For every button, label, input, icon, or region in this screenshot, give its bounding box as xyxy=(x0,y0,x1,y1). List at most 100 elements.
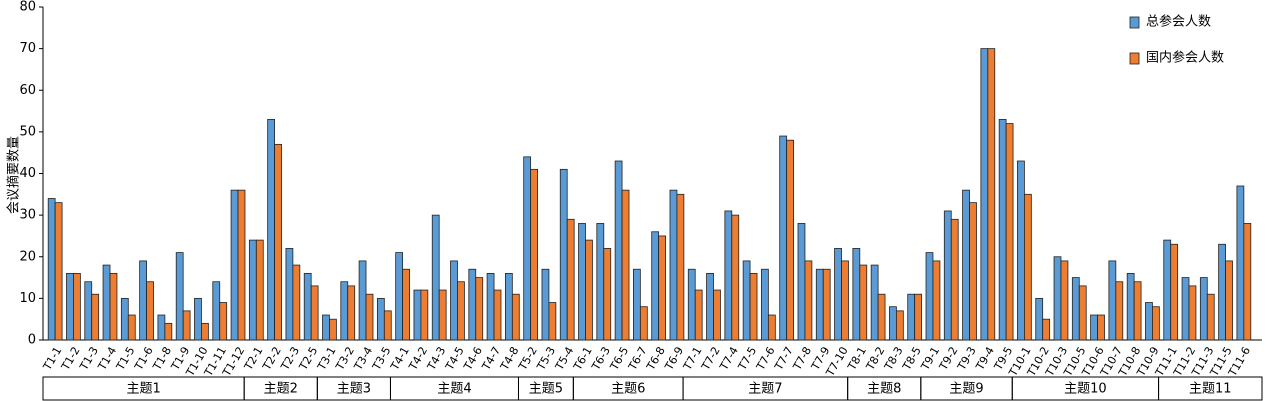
y-tick-label: 20 xyxy=(19,249,36,264)
x-tick-label: T3-1 xyxy=(315,345,339,374)
bar xyxy=(925,252,934,341)
bar xyxy=(486,272,495,341)
bar xyxy=(365,293,374,341)
bar xyxy=(815,268,824,341)
x-tick-label: T6-8 xyxy=(644,345,668,374)
x-tick-label: T9-4 xyxy=(973,345,997,374)
x-tick-label: T1-5 xyxy=(113,345,137,374)
bar xyxy=(969,202,977,341)
bar xyxy=(194,297,202,341)
bar xyxy=(267,118,275,341)
bar xyxy=(578,223,586,341)
x-tick-label: T4-1 xyxy=(388,345,412,374)
x-tick-label: T8-1 xyxy=(845,345,869,374)
bar xyxy=(1115,281,1124,341)
bar xyxy=(1017,160,1025,341)
bar xyxy=(457,281,465,341)
x-tick-label: T3-5 xyxy=(369,345,393,374)
bar xyxy=(852,248,861,341)
bar xyxy=(706,272,714,341)
y-tick-label: 0 xyxy=(28,333,36,348)
legend-label: 国内参会人数 xyxy=(1146,50,1224,66)
bar xyxy=(1071,277,1080,341)
bar xyxy=(804,260,813,341)
bar xyxy=(950,218,959,341)
bar xyxy=(822,268,831,341)
x-tick-label: T3-2 xyxy=(333,345,357,374)
x-tick-label: T6-9 xyxy=(662,345,686,374)
x-tick-label: T4-2 xyxy=(406,345,430,374)
bar xyxy=(1199,277,1208,341)
bar xyxy=(91,293,100,341)
bar xyxy=(1236,185,1245,341)
bar xyxy=(767,314,776,341)
bar xyxy=(102,264,111,341)
x-tick-label: T4-8 xyxy=(497,345,521,374)
bar xyxy=(248,239,257,341)
bar xyxy=(877,293,886,341)
bar xyxy=(1163,239,1172,341)
bar xyxy=(66,272,74,341)
x-tick-label: T5-2 xyxy=(516,345,540,374)
bar xyxy=(639,306,648,341)
bar xyxy=(1188,285,1197,341)
bar xyxy=(395,252,404,341)
bar xyxy=(614,160,623,341)
legend-label: 总参会人数 xyxy=(1146,14,1211,30)
bar xyxy=(475,277,484,341)
bar xyxy=(182,310,191,341)
bar xyxy=(1225,260,1233,341)
bar xyxy=(1181,277,1190,341)
x-tick-label: T7-5 xyxy=(735,345,759,374)
bar xyxy=(548,302,557,341)
bar xyxy=(413,289,422,341)
x-tick-label: T2-3 xyxy=(278,345,302,374)
x-tick-label: T3-4 xyxy=(351,345,375,374)
bar xyxy=(779,135,788,341)
x-tick-label: T8-2 xyxy=(863,345,887,374)
bar xyxy=(1078,285,1087,341)
bar xyxy=(73,272,81,341)
bar xyxy=(943,210,952,341)
bar xyxy=(322,314,330,341)
x-tick-label: T1-1 xyxy=(40,345,64,374)
bar xyxy=(742,260,751,341)
group-label: 主题8 xyxy=(867,382,901,397)
x-tick-label: T9-2 xyxy=(936,345,960,374)
bar xyxy=(468,268,477,341)
bar xyxy=(201,322,209,341)
group-label: 主题6 xyxy=(611,382,645,397)
legend-swatch xyxy=(1129,16,1140,29)
bar xyxy=(786,139,795,341)
x-tick-label: T7-4 xyxy=(717,345,741,374)
bar xyxy=(669,189,678,341)
bar xyxy=(834,248,842,341)
x-tick-label: T5-4 xyxy=(552,345,576,374)
bar xyxy=(146,281,154,341)
group-box xyxy=(1158,376,1263,401)
x-tick-label: T9-1 xyxy=(918,345,942,374)
bar xyxy=(402,268,410,341)
y-tick-label: 30 xyxy=(19,208,36,223)
bar xyxy=(511,293,520,341)
x-tick-label: T7-8 xyxy=(790,345,814,374)
bar xyxy=(157,314,166,341)
bar xyxy=(1053,256,1062,341)
x-tick-label: T6-7 xyxy=(625,345,649,374)
bar xyxy=(358,260,367,341)
bar xyxy=(340,281,349,341)
legend-swatch xyxy=(1129,52,1140,65)
bar xyxy=(237,189,246,341)
bar xyxy=(603,248,612,341)
group-label: 主题3 xyxy=(337,382,371,397)
bar xyxy=(47,198,56,341)
bar xyxy=(1060,260,1069,341)
bar xyxy=(139,260,147,341)
bar xyxy=(84,281,93,341)
x-tick-label: T6-1 xyxy=(571,345,595,374)
bar xyxy=(212,281,221,341)
bar xyxy=(230,189,239,341)
x-tick-label: T6-3 xyxy=(589,345,613,374)
y-tick-label: 10 xyxy=(19,291,36,306)
bar xyxy=(1097,314,1105,341)
